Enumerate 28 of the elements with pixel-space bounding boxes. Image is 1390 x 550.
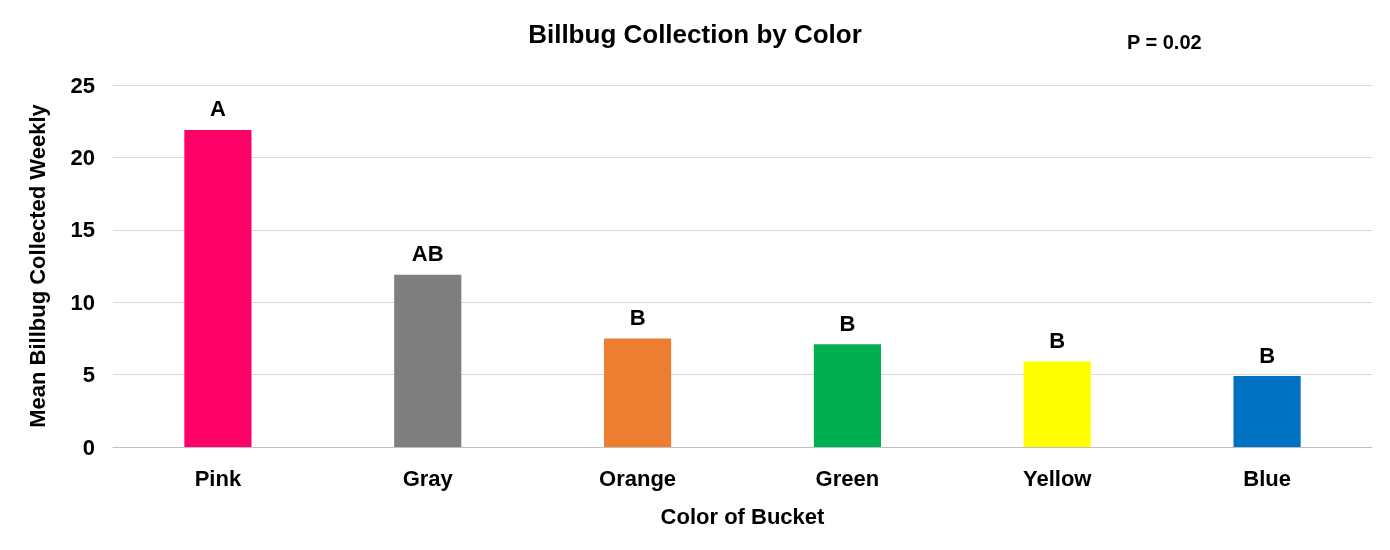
y-axis-title: Mean Billbug Collected Weekly	[24, 103, 50, 428]
y-tick-label: 0	[82, 434, 95, 460]
bar	[394, 274, 462, 447]
y-tick-label: 10	[70, 289, 95, 315]
text: P = 0.02	[1126, 31, 1202, 53]
annotation: A	[209, 96, 226, 122]
x-tick-label: Green	[815, 465, 880, 491]
x-tick-label: Orange	[599, 465, 677, 491]
bar	[813, 344, 881, 447]
x-axis-title: Color of Bucket	[660, 503, 826, 529]
bar	[1023, 361, 1091, 447]
bar	[604, 338, 672, 447]
y-tick-label: 25	[70, 72, 95, 98]
x-tick-label: Blue	[1243, 465, 1291, 491]
y-tick-label: 20	[70, 144, 95, 170]
y-tick-label: 15	[70, 217, 95, 243]
chart-title: Billbug Collection by Color	[528, 19, 862, 49]
annotation: B	[839, 310, 856, 336]
x-tick-label: Gray	[402, 465, 454, 491]
x-tick-label: Pink	[194, 465, 242, 491]
annotation: B	[1049, 328, 1066, 354]
annotation: AB	[411, 241, 444, 267]
bar	[184, 129, 252, 447]
x-tick-label: Yellow	[1023, 465, 1093, 491]
annotation: B	[629, 304, 646, 330]
y-tick-label: 5	[82, 362, 95, 388]
annotation: B	[1259, 342, 1276, 368]
bar	[1233, 376, 1301, 447]
